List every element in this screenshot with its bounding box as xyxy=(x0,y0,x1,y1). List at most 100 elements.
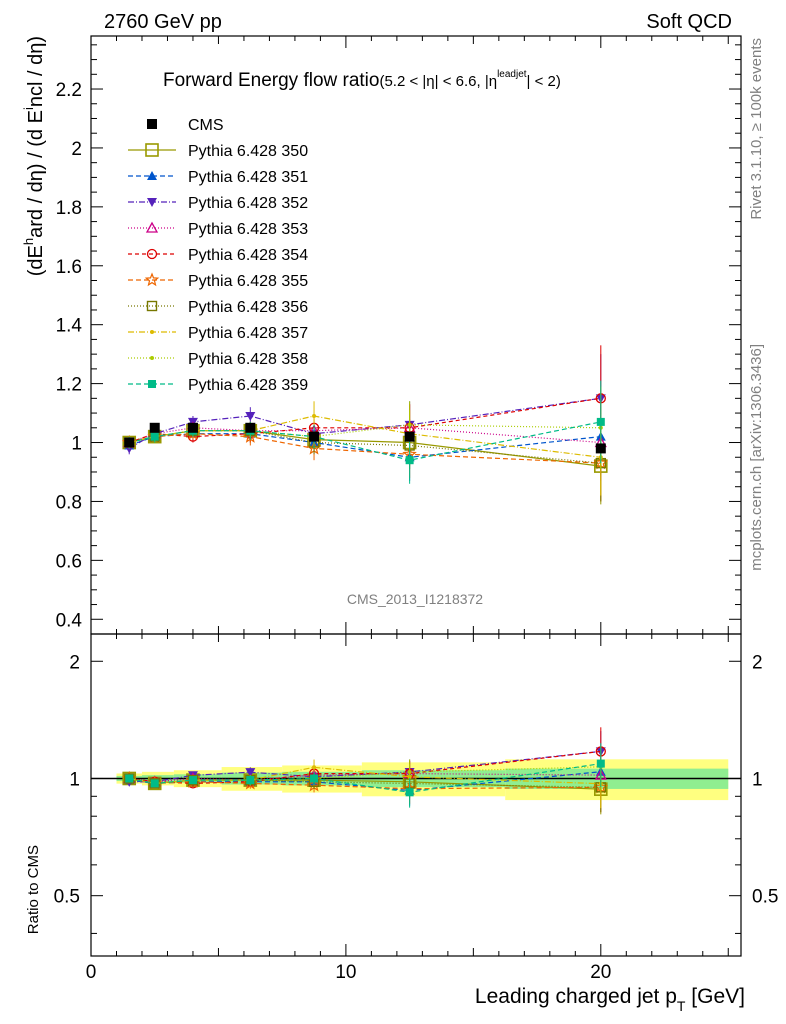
series-line xyxy=(129,433,601,458)
legend-entry: Pythia 6.428 359 xyxy=(128,377,308,394)
legend-label: Pythia 6.428 350 xyxy=(188,143,308,160)
legend-label: CMS xyxy=(188,117,224,134)
x-axis-label-unit: [GeV] xyxy=(685,985,745,1008)
ratio-y-tick-label: 2 xyxy=(69,652,80,673)
y-tick-label: 1.2 xyxy=(56,375,82,396)
legend-marker xyxy=(147,171,157,180)
y-axis-label-a: (dE xyxy=(25,245,47,276)
y-tick-label: 0.4 xyxy=(56,610,83,631)
ratio-data-point xyxy=(405,788,414,797)
series-line xyxy=(129,397,601,444)
ratio-data-point xyxy=(312,765,317,770)
series-line xyxy=(129,433,601,464)
x-tick-label: 10 xyxy=(335,962,356,983)
ratio-y-tick-label-right: 2 xyxy=(752,652,763,673)
y-tick-label: 1.8 xyxy=(56,198,82,219)
x-axis-label-a: Leading charged jet p xyxy=(475,985,677,1008)
ratio-frame xyxy=(90,633,742,957)
chart-title: Forward Energy flow ratio(5.2 < |η| < 6.… xyxy=(163,69,561,91)
legend-label: Pythia 6.428 353 xyxy=(188,221,308,238)
y-tick-label: 1.4 xyxy=(56,316,83,337)
y-tick-label: 1.6 xyxy=(56,257,82,278)
watermark: CMS_2013_I1218372 xyxy=(347,591,483,607)
data-point xyxy=(150,432,159,441)
legend-marker xyxy=(146,300,158,312)
legend-marker xyxy=(150,330,154,334)
y-axis-label-b: ard / dη) / (d E xyxy=(25,110,47,238)
legend-label: Pythia 6.428 356 xyxy=(188,299,308,316)
y-tick-label: 0.8 xyxy=(56,492,82,513)
ratio-data-point xyxy=(150,779,159,788)
ratio-y-tick-label: 0.5 xyxy=(54,887,80,908)
legend-entry: Pythia 6.428 350 xyxy=(128,143,308,160)
cms-data-point xyxy=(309,431,320,442)
chart-title-cut: (5.2 < |η| < 6.6, |η xyxy=(379,73,497,90)
chart-title-cut-sup: leadjet xyxy=(497,69,527,80)
data-point xyxy=(407,422,412,427)
legend-entry: Pythia 6.428 355 xyxy=(128,272,308,290)
legend-entry: Pythia 6.428 358 xyxy=(128,351,308,368)
ratio-y-tick-label-right: 1 xyxy=(752,769,763,790)
header-right: Soft QCD xyxy=(646,11,732,33)
legend-marker xyxy=(145,221,159,233)
ratio-data-point xyxy=(125,774,134,783)
legend-entry: Pythia 6.428 356 xyxy=(128,299,308,316)
legend-entry: CMS xyxy=(147,117,224,134)
legend-label: Pythia 6.428 358 xyxy=(188,351,308,368)
main-panel: 0 10 20 0.4 0.6 0.8 1 1.2 1.4 1.6 1.8 2 2.2 xyxy=(56,35,742,983)
legend-label: Pythia 6.428 359 xyxy=(188,377,308,394)
ratio-data-point xyxy=(188,776,197,785)
y-tick-label: 0.6 xyxy=(56,551,82,572)
x-tick-label: 20 xyxy=(590,962,611,983)
y-axis-label-c: ncl / dη) xyxy=(25,36,47,107)
legend-entry: Pythia 6.428 357 xyxy=(128,325,308,342)
chart-title-cut-end: | < 2) xyxy=(527,73,561,90)
rivet-label: Rivet 3.1.10, ≥ 100k events xyxy=(748,38,765,220)
cms-data-point xyxy=(404,431,415,442)
y-axis-label: (dEhard / dη) / (d Eincl / dη) xyxy=(21,36,47,276)
y-axis-label-sub: i xyxy=(21,107,36,110)
data-point xyxy=(596,417,605,426)
legend-marker xyxy=(147,119,157,129)
mcplots-label: mcplots.cern.ch [arXiv:1306.3436] xyxy=(748,344,765,571)
legend-entry: Pythia 6.428 351 xyxy=(128,169,308,186)
legend-marker xyxy=(146,248,158,260)
legend-entry: Pythia 6.428 354 xyxy=(128,247,308,264)
legend-marker xyxy=(144,272,160,287)
legend-marker xyxy=(150,356,154,360)
cms-data-point xyxy=(595,443,606,454)
cms-data-point xyxy=(124,437,135,448)
ratio-data-point xyxy=(596,759,605,768)
series-8 xyxy=(127,401,603,496)
legend-label: Pythia 6.428 352 xyxy=(188,195,308,212)
ratio-data-point xyxy=(246,776,255,785)
data-point xyxy=(405,456,414,465)
x-axis-label: Leading charged jet pT [GeV] xyxy=(475,985,745,1014)
ratio-data-point xyxy=(407,769,412,774)
legend-label: Pythia 6.428 351 xyxy=(188,169,308,186)
series-line xyxy=(129,430,601,464)
y-tick-label: 2.2 xyxy=(56,80,82,101)
chart-title-main: Forward Energy flow ratio xyxy=(163,70,379,91)
ratio-data-point xyxy=(124,773,135,784)
y-tick-label: 1 xyxy=(71,434,82,455)
data-point xyxy=(245,412,256,422)
ratio-y-tick-label-right: 0.5 xyxy=(752,887,778,908)
cms-data-point xyxy=(187,422,198,433)
ratio-data-point xyxy=(310,774,319,783)
cms-data-point xyxy=(149,422,160,433)
legend-marker xyxy=(145,143,159,157)
x-tick-label: 0 xyxy=(86,962,97,983)
legend-label: Pythia 6.428 355 xyxy=(188,273,308,290)
series-4 xyxy=(123,404,607,481)
legend-label: Pythia 6.428 354 xyxy=(188,247,308,264)
ratio-data-point xyxy=(245,768,256,778)
cms-data-point xyxy=(245,422,256,433)
legend: CMS Pythia 6.428 350 Pythia 6.428 351 Pythi… xyxy=(128,117,308,394)
series-6 xyxy=(121,424,609,502)
ratio-series-10 xyxy=(125,743,605,808)
legend-entry: Pythia 6.428 353 xyxy=(128,221,308,238)
legend-label: Pythia 6.428 357 xyxy=(188,325,308,342)
series-cms xyxy=(124,422,606,454)
